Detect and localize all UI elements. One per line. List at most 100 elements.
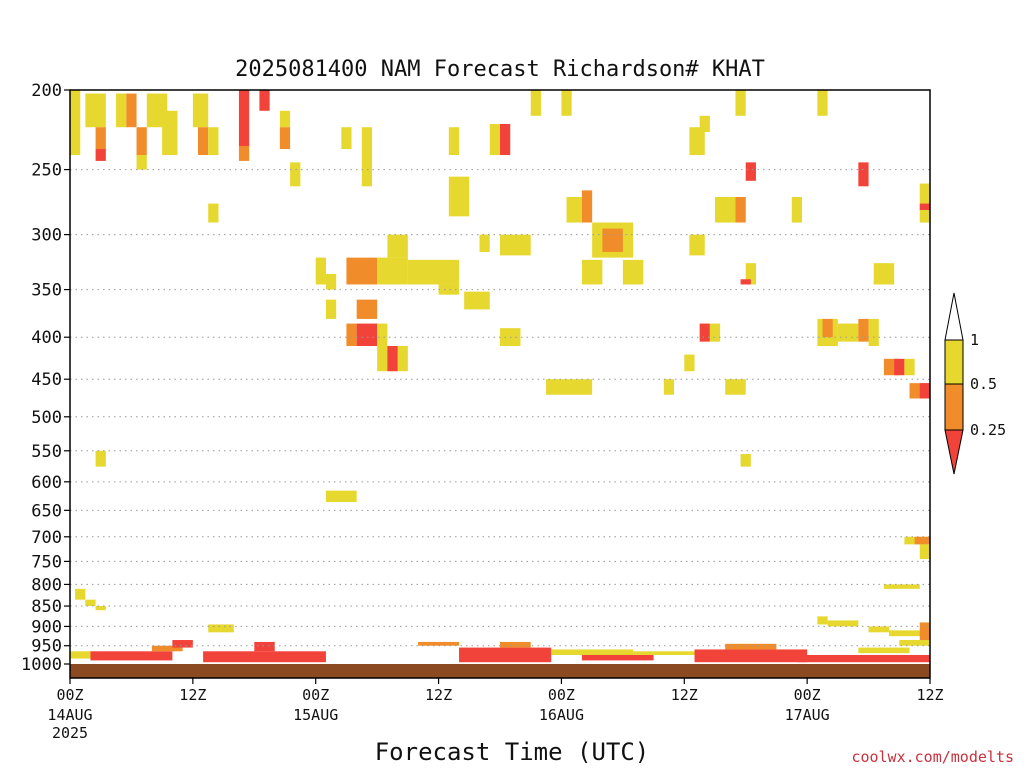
x-tick-label: 12Z bbox=[179, 686, 206, 704]
legend-yellow bbox=[944, 339, 964, 385]
ri-cell bbox=[197, 127, 209, 156]
ri-cell bbox=[95, 450, 106, 467]
ri-cell bbox=[551, 649, 634, 655]
ground-fill bbox=[70, 664, 930, 678]
ri-cell bbox=[285, 654, 316, 661]
ri-cell bbox=[581, 190, 593, 223]
legend-orange bbox=[944, 383, 964, 431]
plot-area bbox=[70, 90, 930, 678]
chart-title: 2025081400 NAM Forecast Richardson# KHAT bbox=[235, 57, 765, 82]
y-tick-label: 250 bbox=[31, 161, 62, 181]
x-tick-label: 00Z bbox=[302, 686, 329, 704]
ri-cell bbox=[858, 647, 910, 654]
ri-cell bbox=[70, 651, 91, 659]
ri-cell bbox=[889, 630, 930, 637]
ri-cell bbox=[817, 616, 828, 625]
ri-cell bbox=[633, 651, 705, 655]
ri-cell bbox=[208, 127, 219, 156]
ri-cell bbox=[500, 641, 531, 648]
ri-cell bbox=[489, 123, 500, 156]
ri-cell bbox=[208, 624, 234, 633]
ri-cell bbox=[116, 93, 127, 128]
ri-cell bbox=[356, 299, 378, 319]
ri-cell bbox=[151, 645, 183, 652]
x-axis-label: Forecast Time (UTC) bbox=[375, 738, 650, 766]
ri-cell bbox=[254, 641, 275, 652]
ri-cell bbox=[791, 197, 803, 223]
ri-cell bbox=[899, 640, 930, 646]
x-tick-year: 2025 bbox=[52, 724, 88, 742]
ri-cell bbox=[904, 358, 915, 376]
ri-cell bbox=[837, 323, 859, 342]
ri-cell bbox=[70, 90, 81, 156]
ri-cell bbox=[418, 641, 460, 646]
ri-cell bbox=[663, 379, 675, 395]
ri-cell bbox=[581, 654, 654, 661]
y-axis-ticks: 200 250 300 350 400 450 500 550 600 650 700 750 8008… bbox=[21, 81, 70, 675]
x-tick-label: 00Z bbox=[794, 686, 821, 704]
legend-label: 0.5 bbox=[970, 375, 997, 393]
ri-cell bbox=[279, 110, 291, 128]
ri-cell bbox=[341, 127, 352, 150]
x-tick-label: 12Z bbox=[916, 686, 943, 704]
ri-cell bbox=[919, 622, 930, 641]
ri-cell bbox=[796, 654, 930, 663]
x-tick-date: 15AUG bbox=[293, 706, 338, 724]
ri-cell bbox=[689, 234, 705, 256]
ri-cell bbox=[448, 176, 470, 217]
ri-cell bbox=[817, 90, 828, 116]
pressure-gridlines bbox=[70, 169, 930, 647]
y-tick-label: 750 bbox=[31, 552, 62, 572]
ri-cell bbox=[259, 90, 270, 111]
y-tick-label: 700 bbox=[31, 528, 62, 548]
ri-cell bbox=[919, 544, 930, 560]
ri-cell bbox=[136, 127, 147, 156]
ri-cell bbox=[919, 383, 930, 399]
ri-cell bbox=[387, 234, 408, 258]
ri-cell bbox=[325, 299, 337, 319]
ri-cell bbox=[172, 640, 193, 648]
ri-cell bbox=[448, 127, 460, 156]
colorbar-legend: 1 0.5 0.25 bbox=[944, 292, 1006, 475]
ri-cell bbox=[725, 379, 746, 395]
ri-cell bbox=[377, 323, 388, 347]
ri-cell bbox=[566, 197, 582, 223]
ri-cell bbox=[735, 197, 746, 223]
legend-bottom-arrow bbox=[944, 429, 964, 475]
legend-top-arrow bbox=[944, 292, 964, 341]
ri-cell bbox=[740, 454, 751, 467]
ri-cell bbox=[858, 162, 869, 187]
legend-label: 0.25 bbox=[970, 421, 1006, 439]
ri-cell bbox=[822, 318, 833, 338]
y-tick-label: 850 bbox=[31, 597, 62, 617]
x-tick-label: 00Z bbox=[548, 686, 575, 704]
ri-cell bbox=[725, 643, 777, 650]
ri-cell bbox=[75, 588, 86, 600]
y-tick-label: 550 bbox=[31, 442, 62, 462]
ri-cell bbox=[868, 626, 890, 633]
y-tick-label: 950 bbox=[31, 637, 62, 657]
ri-cell bbox=[315, 257, 326, 285]
ri-cell bbox=[325, 273, 337, 290]
y-tick-label: 600 bbox=[31, 473, 62, 493]
ri-cell bbox=[581, 259, 603, 285]
ri-cell bbox=[745, 263, 756, 285]
ri-cell bbox=[464, 291, 490, 310]
ri-cell bbox=[136, 155, 147, 170]
x-tick-date: 17AUG bbox=[785, 706, 830, 724]
ri-cell bbox=[883, 584, 920, 589]
ri-cell bbox=[238, 90, 250, 146]
ground-band bbox=[70, 664, 930, 678]
ri-cell bbox=[735, 90, 746, 116]
ri-cell bbox=[290, 162, 301, 187]
credit-text: coolwx.com/modelts bbox=[851, 748, 1014, 766]
y-tick-label: 900 bbox=[31, 617, 62, 637]
ri-cell bbox=[95, 606, 106, 611]
y-tick-label: 650 bbox=[31, 501, 62, 521]
ri-cell bbox=[95, 149, 106, 161]
ri-cell bbox=[868, 318, 879, 347]
ri-cell bbox=[699, 115, 710, 133]
ri-cell bbox=[279, 127, 291, 150]
ri-cell bbox=[745, 162, 756, 181]
ri-cell bbox=[694, 649, 808, 663]
